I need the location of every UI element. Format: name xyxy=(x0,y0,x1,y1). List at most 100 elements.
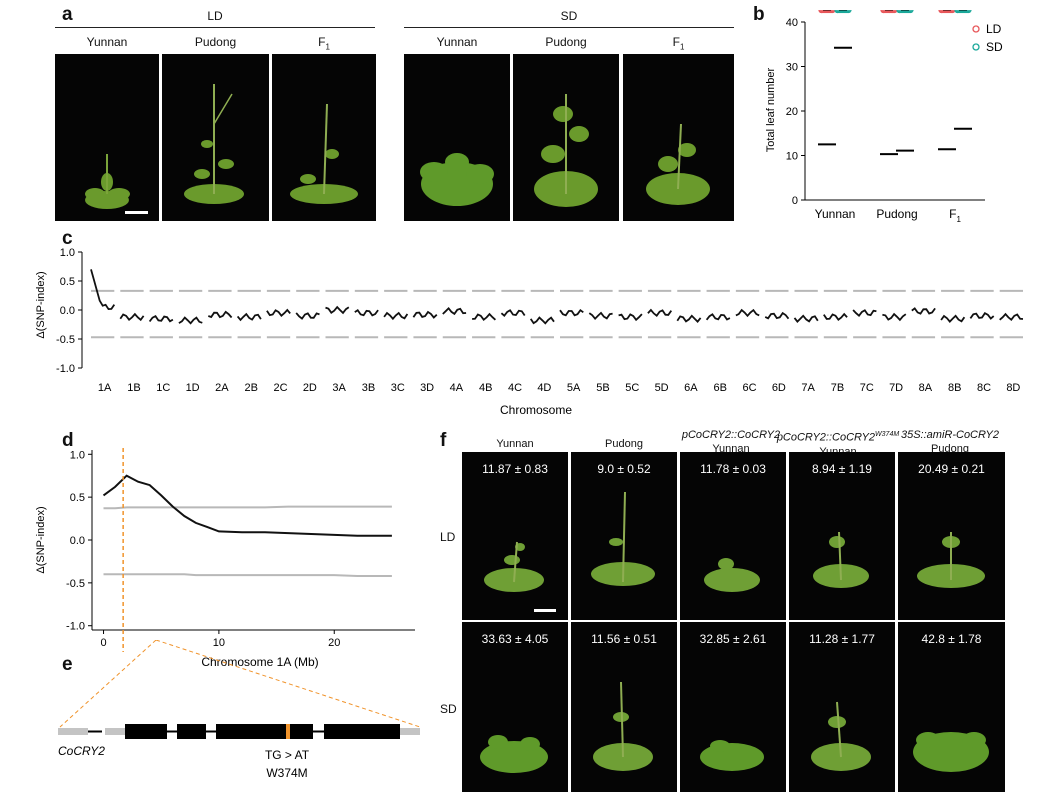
c-snp-index-line xyxy=(764,311,790,320)
c-snp-index-line xyxy=(500,309,526,318)
b-data-point xyxy=(896,10,903,14)
photo-f-complement-ld: 11.78 ± 0.03 xyxy=(680,452,786,620)
ld-group-label: LD xyxy=(207,9,223,23)
d-y-tick-label: 1.0 xyxy=(70,449,85,461)
c-chromosome-label: 5D xyxy=(655,382,669,394)
panel-d-label: d xyxy=(62,430,74,451)
c-chromosome-label: 2D xyxy=(303,382,317,394)
b-y-axis-label: Total leaf number xyxy=(765,67,777,152)
f-value-ld-mutant: 8.94 ± 1.19 xyxy=(812,462,872,476)
b-data-point xyxy=(899,10,906,14)
c-chromosome-label: 5B xyxy=(596,382,609,394)
c-chromosome-label: 8B xyxy=(948,382,961,394)
c-chromosome-label: 8A xyxy=(919,382,933,394)
c-chromosome-label: 5C xyxy=(625,382,639,394)
c-y-tick-label: 1.0 xyxy=(60,247,75,259)
b-data-point xyxy=(907,10,914,14)
photo-a-f1-ld xyxy=(272,54,376,221)
photo-f-amirna-ld: 20.49 ± 0.21 xyxy=(898,452,1005,620)
c-snp-index-line xyxy=(940,314,966,323)
mutation-text: TG > AT xyxy=(265,748,310,762)
a-col-pudong-ld: Pudong xyxy=(194,35,237,49)
a-col-f1-sd: F1 xyxy=(672,35,685,52)
b-data-point xyxy=(946,10,953,14)
exon-4 xyxy=(324,724,400,739)
leaf-number-chart: 0 10 20 30 40 Yunnan Pudong F1 n = 15 16 19 15 13 26… xyxy=(765,10,1003,224)
f-row-sd-label: SD xyxy=(440,702,457,716)
legend-ld-label: LD xyxy=(986,22,1002,36)
scale-bar xyxy=(125,211,148,214)
c-chromosome-label: 8D xyxy=(1006,382,1020,394)
d-x-tick-label: 10 xyxy=(213,637,225,649)
panel-a-label: a xyxy=(62,4,73,25)
c-snp-index-line xyxy=(852,309,877,318)
utr-exon1 xyxy=(105,728,125,735)
c-snp-index-line xyxy=(266,308,291,318)
f-col-pudong: Pudong xyxy=(605,438,643,450)
c-snp-index-line xyxy=(178,316,203,325)
legend-ld-marker xyxy=(972,25,980,33)
exon-3 xyxy=(216,724,313,739)
c-chromosome-label: 4D xyxy=(537,382,551,394)
c-x-axis-label: Chromosome xyxy=(500,403,572,417)
zoom-line-left xyxy=(59,640,157,728)
c-chromosome-label: 8C xyxy=(977,382,991,394)
d-lower-threshold xyxy=(103,573,392,577)
c-chromosome-label: 7D xyxy=(889,382,903,394)
c-chromosome-label: 3B xyxy=(362,382,375,394)
c-y-axis-label: Δ(SNP-index) xyxy=(35,271,47,338)
c-chromosome-label: 2A xyxy=(215,382,229,394)
c-snp-index-line xyxy=(119,312,145,322)
b-data-point xyxy=(829,10,836,14)
c-snp-index-line xyxy=(705,313,731,321)
utr-5prime xyxy=(58,728,88,735)
b-n-label: 13 xyxy=(899,10,911,13)
f-value-ld-complement: 11.78 ± 0.03 xyxy=(700,462,766,476)
c-chromosome-label: 2C xyxy=(274,382,288,394)
photo-f-mutant-ld: 8.94 ± 1.19 xyxy=(789,452,895,620)
photo-a-yunnan-ld xyxy=(55,54,159,221)
photo-a-yunnan-sd xyxy=(404,54,510,221)
panel-b-label: b xyxy=(753,4,765,25)
d-y-tick-label: -0.5 xyxy=(66,578,85,590)
exon-2 xyxy=(177,724,206,739)
c-snp-index-line xyxy=(999,312,1024,321)
c-chromosome-label: 7A xyxy=(801,382,815,394)
b-data-point xyxy=(938,10,945,14)
c-chromosome-label: 3D xyxy=(420,382,434,394)
c-snp-index-line xyxy=(295,312,320,320)
c-snp-index-line xyxy=(412,310,438,319)
sd-group-line xyxy=(404,27,734,28)
c-y-tick-label: -0.5 xyxy=(56,334,75,346)
f-value-sd-amirna: 42.8 ± 1.78 xyxy=(921,632,982,646)
f-value-sd-complement: 32.85 ± 2.61 xyxy=(699,632,767,646)
a-col-yunnan-ld: Yunnan xyxy=(86,35,128,49)
c-chromosome-label: 3A xyxy=(332,382,346,394)
gene-structure-diagram: CoCRY2 TG > AT W374M xyxy=(58,640,421,780)
c-chromosome-label: 1B xyxy=(127,382,140,394)
photo-f-pudong-ld: 9.0 ± 0.52 xyxy=(571,452,677,620)
d-y-tick-label: 0.5 xyxy=(70,492,85,504)
a-col-f1-ld: F1 xyxy=(318,35,330,52)
panel-c-label: c xyxy=(62,228,73,249)
photo-f-pudong-sd: 11.56 ± 0.51 xyxy=(571,622,677,792)
b-n-label: 16 xyxy=(883,10,895,13)
c-chromosome-label: 4C xyxy=(508,382,522,394)
f-value-sd-yunnan: 33.63 ± 4.05 xyxy=(481,632,549,646)
c-snp-index-line xyxy=(90,269,116,311)
c-chromosome-label: 6C xyxy=(743,382,757,394)
c-snp-index-line xyxy=(472,312,497,321)
c-snp-index-line xyxy=(793,314,819,323)
d-y-tick-label: -1.0 xyxy=(66,621,85,633)
exon-1 xyxy=(125,724,167,739)
c-snp-index-line xyxy=(383,311,409,321)
d-x-tick-label: 20 xyxy=(328,637,340,649)
b-data-point xyxy=(821,10,828,14)
c-chromosome-label: 6B xyxy=(713,382,726,394)
d-x-axis-label: Chromosome 1A (Mb) xyxy=(201,655,318,669)
b-y-tick-label: 30 xyxy=(786,62,798,74)
zoom-line-right xyxy=(155,640,421,728)
b-y-tick-label: 20 xyxy=(786,106,798,118)
photo-a-pudong-ld xyxy=(162,54,269,221)
photo-a-f1-sd xyxy=(623,54,734,221)
